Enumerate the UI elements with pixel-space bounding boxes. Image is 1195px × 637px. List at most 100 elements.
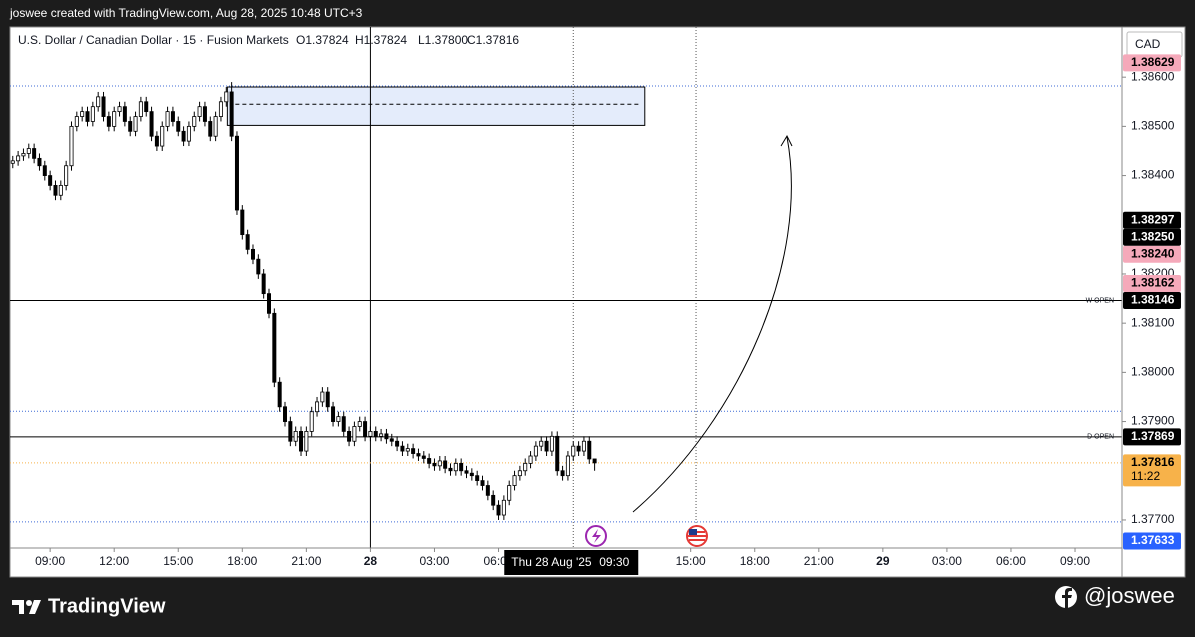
candle-body xyxy=(384,433,389,440)
candle-body xyxy=(32,148,37,159)
price-label-box xyxy=(1123,245,1181,263)
ohlc-low: L1.37800 xyxy=(418,33,468,47)
crosshair-time: 09:30 xyxy=(599,555,629,569)
candle-body xyxy=(229,91,234,137)
candle-body xyxy=(331,406,336,422)
price-label-box xyxy=(1123,275,1181,293)
candle-body xyxy=(74,116,79,127)
candle-body xyxy=(26,148,31,154)
candle-body xyxy=(549,435,554,452)
candle-body xyxy=(224,91,229,103)
candle-body xyxy=(539,440,544,447)
price-label: 1.38240 xyxy=(1131,246,1175,260)
candle-body xyxy=(325,391,330,408)
candle-body xyxy=(309,411,314,432)
candle-body xyxy=(48,175,53,186)
price-label-box xyxy=(1123,211,1181,229)
y-tick-label: 1.38000 xyxy=(1131,365,1175,379)
candle-body xyxy=(368,431,373,437)
candle-body xyxy=(560,470,565,477)
candle-body xyxy=(533,445,538,457)
candle-body xyxy=(405,448,410,452)
flag-icon xyxy=(686,525,708,547)
header-text: joswee created with TradingView.com, Aug… xyxy=(9,6,363,20)
candle-body xyxy=(10,160,15,164)
ohlc-open: O1.37824 xyxy=(296,33,349,47)
candle-body xyxy=(459,462,464,472)
candle-body xyxy=(245,234,250,250)
candle-body xyxy=(587,440,592,460)
candle-body xyxy=(288,421,293,442)
candle-body xyxy=(469,472,474,477)
ohlc-high: H1.37824 xyxy=(355,33,407,47)
candle-body xyxy=(581,440,586,452)
x-tick-label: 09:00 xyxy=(35,554,65,568)
candle-body xyxy=(496,504,501,516)
price-label: 1.38297 xyxy=(1131,212,1175,226)
candle-body xyxy=(501,499,506,516)
candle-body xyxy=(96,96,101,108)
candle-body xyxy=(592,458,597,464)
price-label-sub: 11:22 xyxy=(1131,469,1160,483)
candle-body xyxy=(485,485,490,496)
candle-body xyxy=(208,121,213,137)
brand-logo xyxy=(12,600,41,614)
candle-body xyxy=(138,101,143,117)
candle-body xyxy=(373,431,378,437)
price-label-box xyxy=(1123,292,1181,310)
candle-body xyxy=(283,406,288,422)
x-tick-label: 03:00 xyxy=(419,554,449,568)
candle-body xyxy=(106,116,111,127)
price-label: 1.37633 xyxy=(1131,533,1175,547)
candle-body xyxy=(117,106,122,113)
candle-body xyxy=(69,125,74,167)
price-label: 1.37816 xyxy=(1131,455,1175,469)
candle-body xyxy=(464,470,469,474)
candle-body xyxy=(347,431,352,442)
x-tick-label: 15:00 xyxy=(163,554,193,568)
candle-body xyxy=(448,467,453,472)
candle-body xyxy=(528,455,533,464)
event-icon xyxy=(585,525,607,547)
candle-body xyxy=(192,116,197,127)
candle-body xyxy=(352,426,357,442)
x-tick-label: 09:00 xyxy=(1060,554,1090,568)
candle-body xyxy=(437,460,442,467)
candle-body xyxy=(411,448,416,454)
candle-body xyxy=(122,106,127,122)
candle-body xyxy=(160,125,165,147)
price-label-box xyxy=(1123,532,1181,550)
x-tick-label: 06:00 xyxy=(996,554,1026,568)
plot: W OPEN D OPEN CAD 1.38600 1.38500 1.38400 1.38… xyxy=(9,26,1186,578)
candle-body xyxy=(272,312,277,383)
y-tick-label: 1.38400 xyxy=(1131,168,1175,182)
price-label: 1.38250 xyxy=(1131,229,1175,243)
price-label-box xyxy=(1123,454,1181,487)
candle-body xyxy=(277,381,282,408)
arrow-curve xyxy=(632,136,792,513)
price-label: 1.38629 xyxy=(1131,55,1175,69)
candle-body xyxy=(517,470,522,477)
candle-body xyxy=(133,116,138,132)
candle-body xyxy=(507,485,512,501)
candle-body xyxy=(565,455,570,477)
candle-body xyxy=(571,445,576,457)
candle-body xyxy=(491,494,496,506)
price-label: 1.38146 xyxy=(1131,293,1175,307)
candle-body xyxy=(421,455,426,459)
crosshair-date: Thu 28 Aug '25 xyxy=(511,555,592,569)
candle-body xyxy=(512,475,517,486)
y-tick-label: 1.37900 xyxy=(1131,414,1175,428)
candle-body xyxy=(363,421,368,437)
candle-body xyxy=(416,453,421,457)
candle-body xyxy=(213,116,218,137)
x-tick-label: 29 xyxy=(876,554,890,568)
crosshair-label xyxy=(504,550,639,575)
candle-body xyxy=(432,462,437,467)
candle-body xyxy=(170,111,175,122)
candle-body xyxy=(53,185,58,196)
candle-body xyxy=(181,130,186,142)
x-tick-label: 12:00 xyxy=(99,554,129,568)
candle-body xyxy=(85,111,90,122)
candle-body xyxy=(336,416,341,422)
